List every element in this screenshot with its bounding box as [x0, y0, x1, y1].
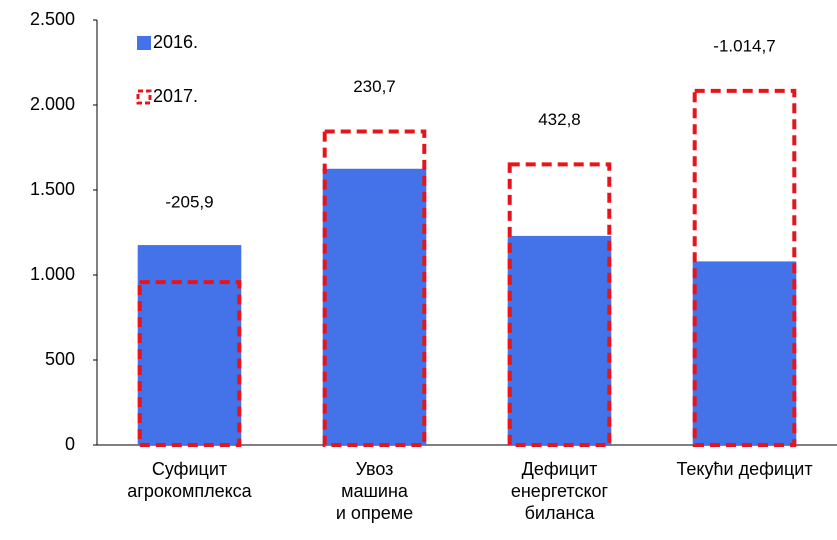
- bar: [137, 280, 242, 448]
- y-tick-label: 1.500: [30, 179, 75, 199]
- legend-label: 2017.: [153, 86, 198, 106]
- data-label: -1.014,7: [713, 36, 775, 55]
- y-tick-label: 2.000: [30, 94, 75, 114]
- x-tick-label: Текући дефицит: [676, 459, 813, 479]
- bar: [692, 88, 797, 447]
- y-tick-label: 2.500: [30, 9, 75, 29]
- bar: [137, 245, 242, 445]
- data-label: -205,9: [165, 193, 213, 212]
- bar: [507, 162, 612, 447]
- x-tick-label: Увоз машина и опреме: [335, 459, 414, 523]
- bar: [507, 235, 612, 445]
- legend-swatch: [137, 36, 151, 50]
- y-tick-label: 1.000: [30, 264, 75, 284]
- x-tick-label: Дефицит енергетског биланса: [510, 459, 609, 523]
- y-tick-label: 500: [45, 349, 75, 369]
- bar: [692, 261, 797, 445]
- legend-swatch: [136, 89, 152, 105]
- legend-label: 2016.: [153, 32, 198, 52]
- x-tick-label: Суфицит агрокомплекса: [127, 459, 252, 501]
- y-tick-label: 0: [65, 434, 75, 454]
- data-label: 432,8: [538, 110, 581, 129]
- data-label: 230,7: [353, 77, 396, 96]
- bar: [322, 168, 427, 445]
- bar: [322, 129, 427, 447]
